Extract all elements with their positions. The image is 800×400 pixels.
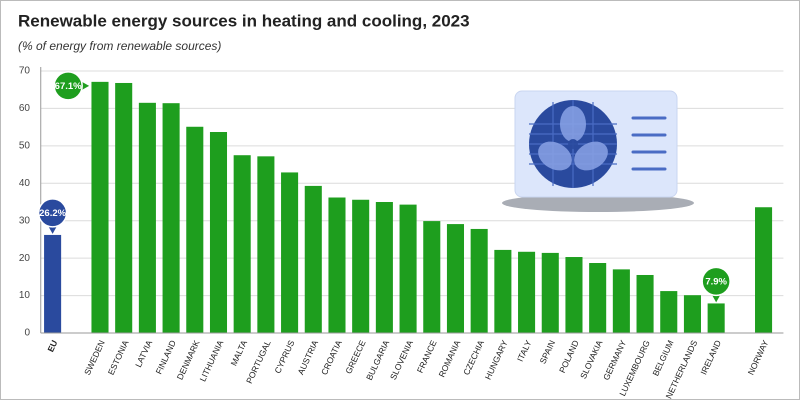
fan-blades <box>538 106 608 171</box>
y-tick-label: 70 <box>19 66 31 77</box>
bar <box>589 263 607 333</box>
bar <box>328 197 346 333</box>
bar <box>399 204 417 333</box>
value-label: 7.9% <box>705 276 727 287</box>
bar <box>470 228 488 333</box>
value-label: 67.1% <box>55 81 82 92</box>
value-label: 26.2% <box>39 208 66 219</box>
y-tick-label: 30 <box>19 215 31 226</box>
bar <box>660 291 678 333</box>
bar <box>44 234 62 333</box>
bar <box>446 224 465 333</box>
vents <box>631 116 667 171</box>
bar <box>423 221 441 333</box>
bar <box>186 126 204 333</box>
bar <box>257 156 275 333</box>
bar <box>281 172 299 333</box>
y-tick-label: 50 <box>19 140 31 151</box>
callout-bubble <box>37 198 68 228</box>
y-tick-label: 10 <box>19 290 31 301</box>
bar <box>707 303 725 333</box>
bar <box>91 81 109 334</box>
bar <box>494 249 512 333</box>
bar <box>209 132 228 333</box>
bar <box>518 251 536 333</box>
illustration <box>502 90 694 212</box>
bar <box>352 199 370 333</box>
callout-bubble <box>701 266 731 297</box>
y-tick-label: 40 <box>19 178 31 189</box>
bar <box>375 202 393 333</box>
bar <box>636 274 654 333</box>
shadow <box>502 194 694 212</box>
bar <box>683 295 701 333</box>
callout-bubble <box>53 71 83 101</box>
bar <box>115 82 133 333</box>
y-tick-label: 0 <box>24 328 30 339</box>
x-tick-label: EU <box>45 339 59 354</box>
y-tick-label: 20 <box>19 253 31 264</box>
bar <box>541 252 559 333</box>
bar <box>755 207 773 333</box>
bar <box>233 155 251 333</box>
chart-subtitle: (% of energy from renewable sources) <box>18 39 221 53</box>
chart-title: Renewable energy sources in heating and … <box>18 11 470 30</box>
y-tick-label: 60 <box>19 103 31 114</box>
bar <box>565 257 583 333</box>
bar <box>304 185 322 333</box>
bar <box>138 102 156 333</box>
bar <box>612 269 630 333</box>
bar <box>162 103 180 333</box>
